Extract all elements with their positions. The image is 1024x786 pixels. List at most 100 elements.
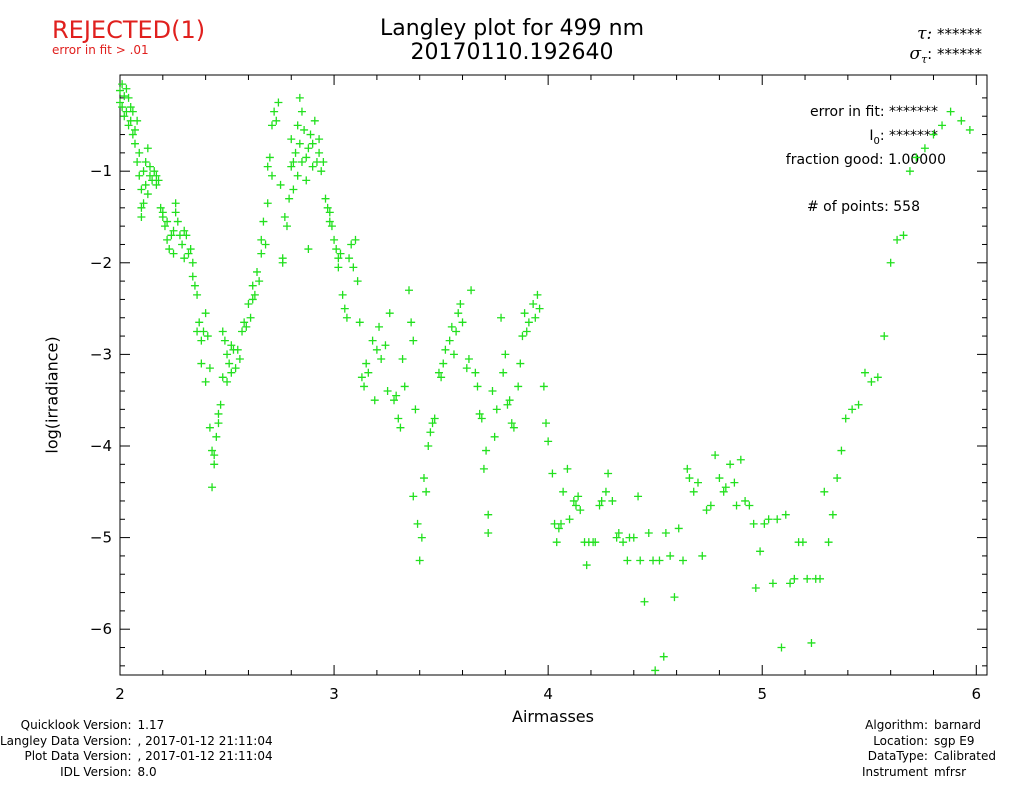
data-point bbox=[253, 267, 262, 276]
data-point bbox=[171, 208, 180, 217]
data-point bbox=[670, 593, 679, 602]
data-point bbox=[135, 171, 144, 180]
tau-readout: τ: ****** bbox=[917, 24, 982, 44]
i0-value: ******* bbox=[889, 128, 938, 144]
data-point bbox=[212, 432, 221, 441]
data-point bbox=[306, 130, 315, 139]
data-point bbox=[522, 327, 531, 336]
data-point bbox=[334, 263, 343, 272]
data-point bbox=[323, 203, 332, 212]
data-point bbox=[302, 176, 311, 185]
data-point bbox=[180, 254, 189, 263]
data-point bbox=[163, 235, 172, 244]
y-tick-label: −6 bbox=[90, 620, 112, 638]
instrument-info-row: Algorithm: barnard bbox=[862, 718, 996, 734]
data-point bbox=[542, 419, 551, 428]
data-point bbox=[225, 359, 234, 368]
data-point bbox=[535, 304, 544, 313]
data-point bbox=[300, 125, 309, 134]
data-point bbox=[698, 551, 707, 560]
data-point bbox=[267, 121, 276, 130]
data-point bbox=[289, 185, 298, 194]
data-point bbox=[694, 478, 702, 487]
data-point bbox=[482, 446, 491, 455]
data-point bbox=[516, 359, 525, 368]
data-point bbox=[205, 423, 214, 432]
data-point bbox=[118, 80, 127, 89]
data-point bbox=[434, 368, 443, 377]
data-point bbox=[756, 547, 765, 556]
data-point bbox=[396, 423, 405, 432]
data-point bbox=[736, 455, 745, 464]
data-point bbox=[798, 538, 807, 547]
data-point bbox=[938, 121, 947, 130]
data-point bbox=[409, 336, 418, 345]
data-point bbox=[604, 469, 613, 478]
data-point bbox=[447, 322, 456, 331]
version-info-row: Quicklook Version: 1.17 bbox=[0, 718, 273, 734]
data-point bbox=[163, 217, 172, 226]
data-point bbox=[347, 240, 356, 249]
data-point bbox=[462, 364, 471, 373]
data-point bbox=[848, 405, 857, 414]
data-point bbox=[507, 419, 516, 428]
status-reason: error in fit > .01 bbox=[52, 43, 149, 57]
data-point bbox=[210, 460, 219, 469]
data-point bbox=[126, 103, 135, 112]
data-point bbox=[893, 235, 902, 244]
data-point bbox=[407, 318, 416, 327]
data-point bbox=[405, 286, 413, 295]
data-point bbox=[833, 474, 842, 483]
data-point bbox=[184, 249, 193, 258]
data-point bbox=[790, 574, 799, 583]
data-point bbox=[218, 327, 227, 336]
data-point bbox=[137, 185, 146, 194]
data-point bbox=[233, 345, 242, 354]
data-point bbox=[210, 451, 219, 460]
sigma-label: σ bbox=[909, 44, 922, 64]
data-point bbox=[227, 341, 236, 350]
data-point bbox=[837, 446, 846, 455]
data-point bbox=[730, 478, 739, 487]
data-point bbox=[195, 318, 204, 327]
data-point bbox=[640, 597, 649, 606]
data-point bbox=[685, 474, 694, 483]
data-point bbox=[244, 300, 253, 309]
data-point bbox=[715, 474, 724, 483]
data-point bbox=[484, 510, 493, 519]
data-point bbox=[160, 222, 169, 231]
data-point bbox=[214, 409, 223, 418]
data-point bbox=[957, 116, 966, 125]
data-point bbox=[263, 162, 272, 171]
version-info-label: Langley Data Version: bbox=[0, 733, 132, 748]
data-point bbox=[370, 396, 379, 405]
data-point bbox=[394, 414, 403, 423]
data-point bbox=[773, 515, 782, 524]
instrument-info-value: Calibrated bbox=[933, 749, 996, 763]
data-point bbox=[197, 359, 206, 368]
data-point bbox=[295, 139, 304, 148]
data-point bbox=[182, 231, 191, 240]
data-point bbox=[128, 107, 137, 116]
x-tick-label: 3 bbox=[329, 685, 339, 703]
data-point bbox=[381, 341, 390, 350]
data-point bbox=[612, 533, 621, 542]
data-point bbox=[912, 153, 921, 162]
data-point bbox=[246, 313, 255, 322]
data-point bbox=[325, 217, 334, 226]
data-point bbox=[214, 419, 223, 428]
version-info-row: Langley Data Version: , 2017-01-12 21:11:… bbox=[0, 734, 273, 750]
data-point bbox=[272, 116, 281, 125]
data-point bbox=[208, 483, 217, 492]
data-point bbox=[248, 295, 257, 304]
data-point bbox=[308, 162, 317, 171]
data-point bbox=[178, 240, 187, 249]
data-point bbox=[190, 281, 199, 290]
data-point bbox=[349, 263, 358, 272]
data-point bbox=[719, 487, 728, 496]
data-point bbox=[484, 529, 493, 538]
y-tick-label: −1 bbox=[90, 162, 112, 180]
data-point bbox=[220, 336, 229, 345]
version-info-label: Quicklook Version: bbox=[20, 718, 132, 732]
fraction-good-label: fraction good: bbox=[785, 152, 884, 168]
